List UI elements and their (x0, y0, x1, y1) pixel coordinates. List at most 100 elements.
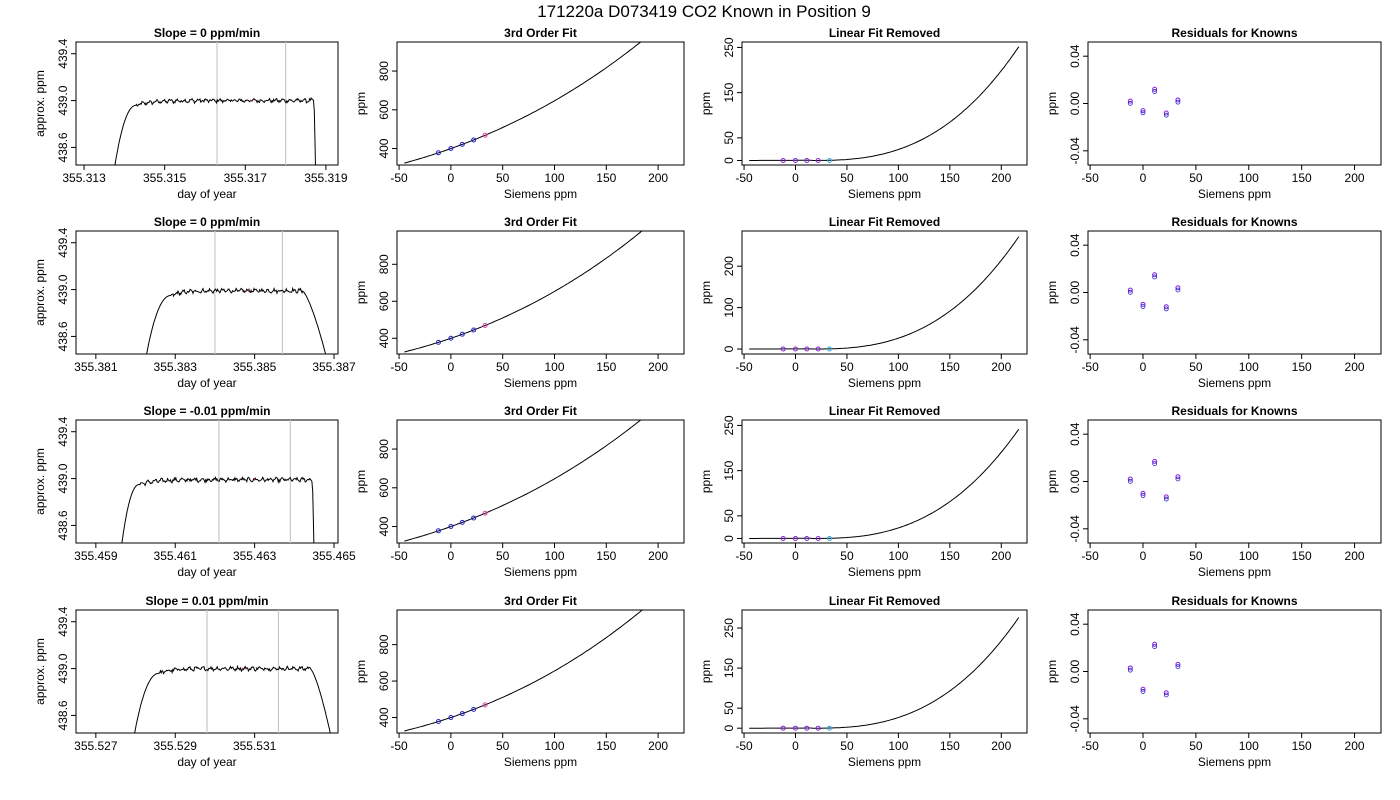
y-tick-label: 800 (377, 634, 391, 654)
known-point (780, 725, 786, 731)
plot-area (749, 617, 1020, 731)
y-tick-label: 439.4 (56, 38, 70, 68)
panel-1-2: 3rd Order Fit -50 0 50 100 150 200 400 600 800 Sie… (354, 26, 685, 201)
plot-area (749, 46, 1020, 163)
plot-frame (75, 419, 339, 544)
known-point (780, 535, 786, 541)
y-axis-label: ppm (1045, 92, 1059, 115)
y-tick-label: 400 (377, 516, 391, 536)
known-point (815, 725, 821, 731)
y-tick-label: 400 (377, 138, 391, 158)
known-point (804, 157, 810, 163)
x-tick-label: 150 (1292, 171, 1312, 185)
residual-point (1152, 272, 1158, 278)
x-axis-label: Siemens ppm (1198, 376, 1271, 390)
x-tick-label: 50 (496, 360, 510, 374)
x-tick-label: 200 (648, 739, 668, 753)
y-axis-label: ppm (354, 470, 368, 493)
residual-point (1152, 86, 1158, 92)
residual-curve (749, 236, 1020, 350)
x-axis-label: Siemens ppm (848, 755, 921, 769)
y-axis-label: ppm (1045, 470, 1059, 493)
x-tick-label: 150 (596, 739, 616, 753)
x-tick-label: 355.529 (154, 739, 198, 753)
residual-point (1175, 97, 1181, 103)
x-tick-label: 100 (888, 360, 908, 374)
x-tick-label: 200 (1345, 171, 1365, 185)
y-tick-label: 0 (722, 535, 736, 542)
x-axis-label: Siemens ppm (1198, 755, 1271, 769)
x-tick-label: -50 (390, 549, 408, 563)
x-tick-label: 200 (991, 739, 1011, 753)
plot-area (404, 231, 643, 353)
x-tick-label: 0 (792, 549, 799, 563)
residual-point (1127, 665, 1133, 671)
known-point (471, 515, 477, 521)
series-line (121, 476, 315, 543)
y-tick-label: 0.00 (1068, 659, 1082, 683)
x-tick-label: 355.459 (74, 549, 118, 563)
residual-point-duplicate (1152, 644, 1158, 649)
y-tick-label: 150 (722, 82, 736, 102)
plot-frame (396, 609, 685, 734)
panel-2-2: 3rd Order Fit -50 0 50 100 150 200 400 600 800 Sie… (354, 215, 685, 390)
residual-point-duplicate (1140, 493, 1146, 498)
y-axis-label: ppm (699, 660, 713, 683)
y-tick-label: 0.00 (1068, 91, 1082, 115)
x-tick-label: 200 (991, 549, 1011, 563)
fit-curve (404, 42, 642, 164)
plot-frame (396, 41, 685, 166)
panel-title: Linear Fit Removed (829, 594, 940, 608)
x-tick-label: 200 (1345, 549, 1365, 563)
highlight-point (247, 289, 250, 292)
residual-point-duplicate (1163, 112, 1169, 118)
y-tick-label: 50 (722, 509, 736, 523)
fit-curve (404, 231, 643, 353)
residual-point-duplicate (1175, 99, 1181, 105)
y-axis-label: approx. ppm (33, 448, 47, 515)
known-point (804, 725, 810, 731)
x-tick-label: 355.463 (233, 549, 277, 563)
x-tick-label: 150 (1292, 549, 1312, 563)
plot-area (404, 420, 642, 542)
y-axis-label: ppm (354, 281, 368, 304)
x-tick-label: 0 (448, 360, 455, 374)
highlight-point (250, 99, 253, 102)
x-tick-label: 200 (991, 360, 1011, 374)
panel-title: 3rd Order Fit (504, 594, 577, 608)
plot-frame (75, 230, 339, 355)
plot-area (749, 428, 1020, 541)
x-tick-label: -50 (390, 360, 408, 374)
panel-title: Linear Fit Removed (829, 26, 940, 40)
y-tick-label: 800 (377, 254, 391, 274)
known-point (459, 519, 465, 525)
y-tick-label: 438.6 (56, 510, 70, 540)
plot-area (134, 610, 331, 733)
panel-title: 3rd Order Fit (504, 404, 577, 418)
x-tick-label: -50 (390, 171, 408, 185)
panel-3-1: Slope = -0.01 ppm/min 355.459 355.461 355.4… (33, 404, 356, 579)
known-point (780, 346, 786, 352)
panel-title: Residuals for Knowns (1171, 26, 1297, 40)
x-tick-label: 100 (1239, 171, 1259, 185)
residual-point-duplicate (1175, 287, 1181, 293)
x-tick-label: 50 (1189, 549, 1203, 563)
x-axis-label: Siemens ppm (504, 565, 577, 579)
plot-frame (396, 419, 685, 544)
y-tick-label: 0.04 (1068, 44, 1082, 68)
x-tick-label: 150 (940, 360, 960, 374)
x-tick-label: 0 (1140, 549, 1147, 563)
x-tick-label: 355.317 (224, 171, 268, 185)
x-axis-label: day of year (177, 376, 236, 390)
known-point (471, 137, 477, 143)
plot-area (1127, 272, 1181, 312)
x-tick-label: 355.313 (62, 171, 106, 185)
x-tick-label: 150 (1292, 739, 1312, 753)
residual-point (1175, 661, 1181, 667)
x-tick-label: 355.531 (233, 739, 277, 753)
known-point (482, 132, 488, 138)
panel-grid: Slope = 0 ppm/min 355.313 355.315 355.317 35… (33, 26, 1382, 769)
known-point (471, 706, 477, 712)
panel-4-1: Slope = 0.01 ppm/min 355.527 355.529 355.53… (33, 594, 339, 769)
residual-point (1175, 474, 1181, 480)
